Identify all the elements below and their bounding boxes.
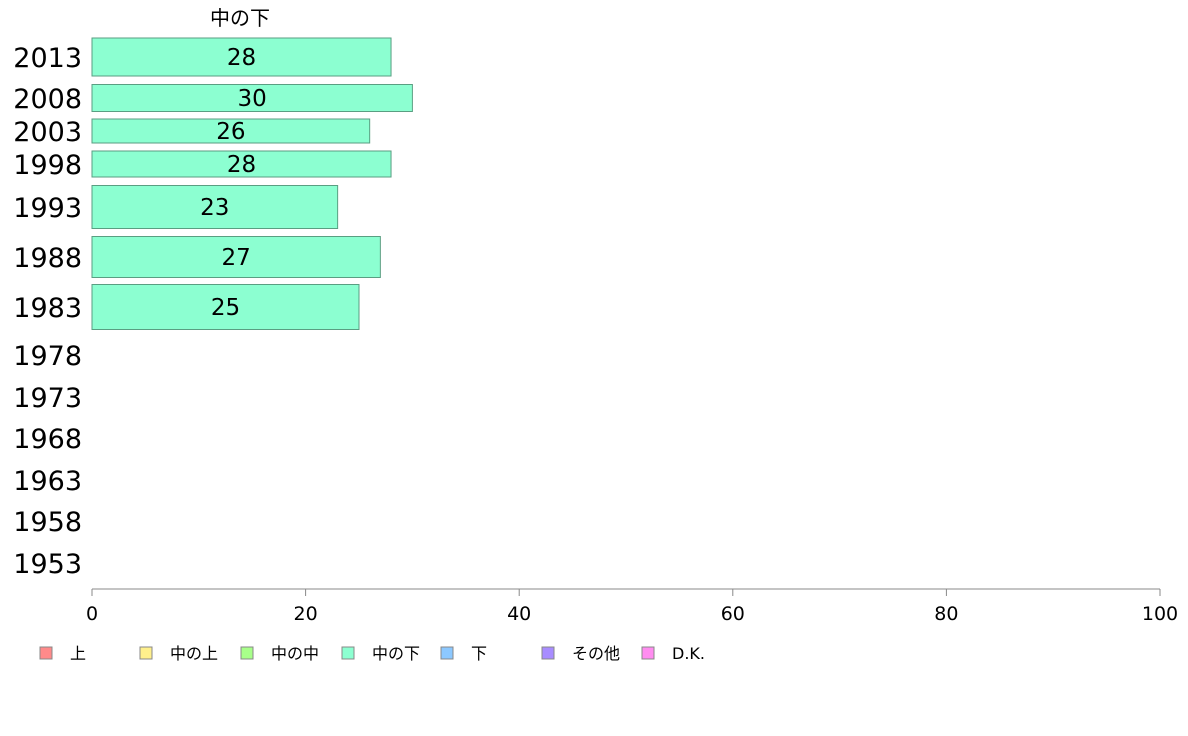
legend-label: 上 (70, 644, 86, 663)
x-tick-label: 100 (1142, 603, 1178, 625)
legend-label: 中の下 (372, 644, 420, 663)
y-tick-label: 1978 (13, 341, 82, 372)
y-tick-label: 1973 (13, 383, 82, 414)
y-tick-label: 1998 (13, 150, 82, 181)
legend-swatch (641, 646, 655, 660)
bar-value-label: 28 (227, 45, 256, 71)
x-tick-label: 20 (294, 603, 318, 625)
bar-value-label: 26 (216, 119, 245, 145)
legend-swatch (440, 646, 454, 660)
bar (91, 84, 413, 112)
bar-value-label: 27 (222, 245, 251, 271)
y-tick-label: 2008 (13, 84, 82, 115)
x-tick-label: 60 (721, 603, 745, 625)
legend-label: 中の上 (170, 644, 218, 663)
y-tick-label: 2013 (13, 43, 82, 74)
bar-value-label: 28 (227, 152, 256, 178)
y-tick-label: 1963 (13, 466, 82, 497)
y-tick-label: 1968 (13, 424, 82, 455)
legend-swatch (541, 646, 555, 660)
y-tick-label: 1958 (13, 507, 82, 538)
legend-label: 中の中 (271, 644, 319, 663)
bar (91, 37, 392, 77)
y-tick-label: 1983 (13, 293, 82, 324)
y-tick-label: 2003 (13, 117, 82, 148)
y-tick-label: 1993 (13, 193, 82, 224)
bar (91, 118, 371, 144)
legend-label: その他 (572, 644, 620, 663)
legend-swatch (139, 646, 153, 660)
bar (91, 150, 392, 178)
bar (91, 284, 360, 330)
bar-value-label: 23 (200, 195, 229, 221)
bar-value-label: 25 (211, 295, 240, 321)
x-tick-label: 40 (507, 603, 531, 625)
legend-swatch (39, 646, 53, 660)
bar-value-label: 30 (238, 86, 267, 112)
y-tick-label: 1988 (13, 243, 82, 274)
bars-group: 28 30 26 28 23 27 25 (91, 37, 413, 330)
legend-label: D.K. (672, 644, 705, 663)
legend-swatch (240, 646, 254, 660)
legend-swatch (341, 646, 355, 660)
y-tick-label: 1953 (13, 549, 82, 580)
x-tick-label: 0 (86, 603, 98, 625)
x-axis: 0 20 40 60 80 100 (86, 588, 1178, 625)
legend: 上 中の上 中の中 中の下 下 その他 D.K. (39, 644, 705, 663)
series-title: 中の下 (210, 6, 270, 30)
legend-label: 下 (471, 644, 487, 663)
x-tick-label: 80 (934, 603, 958, 625)
bar (91, 185, 339, 229)
bar (91, 236, 381, 278)
